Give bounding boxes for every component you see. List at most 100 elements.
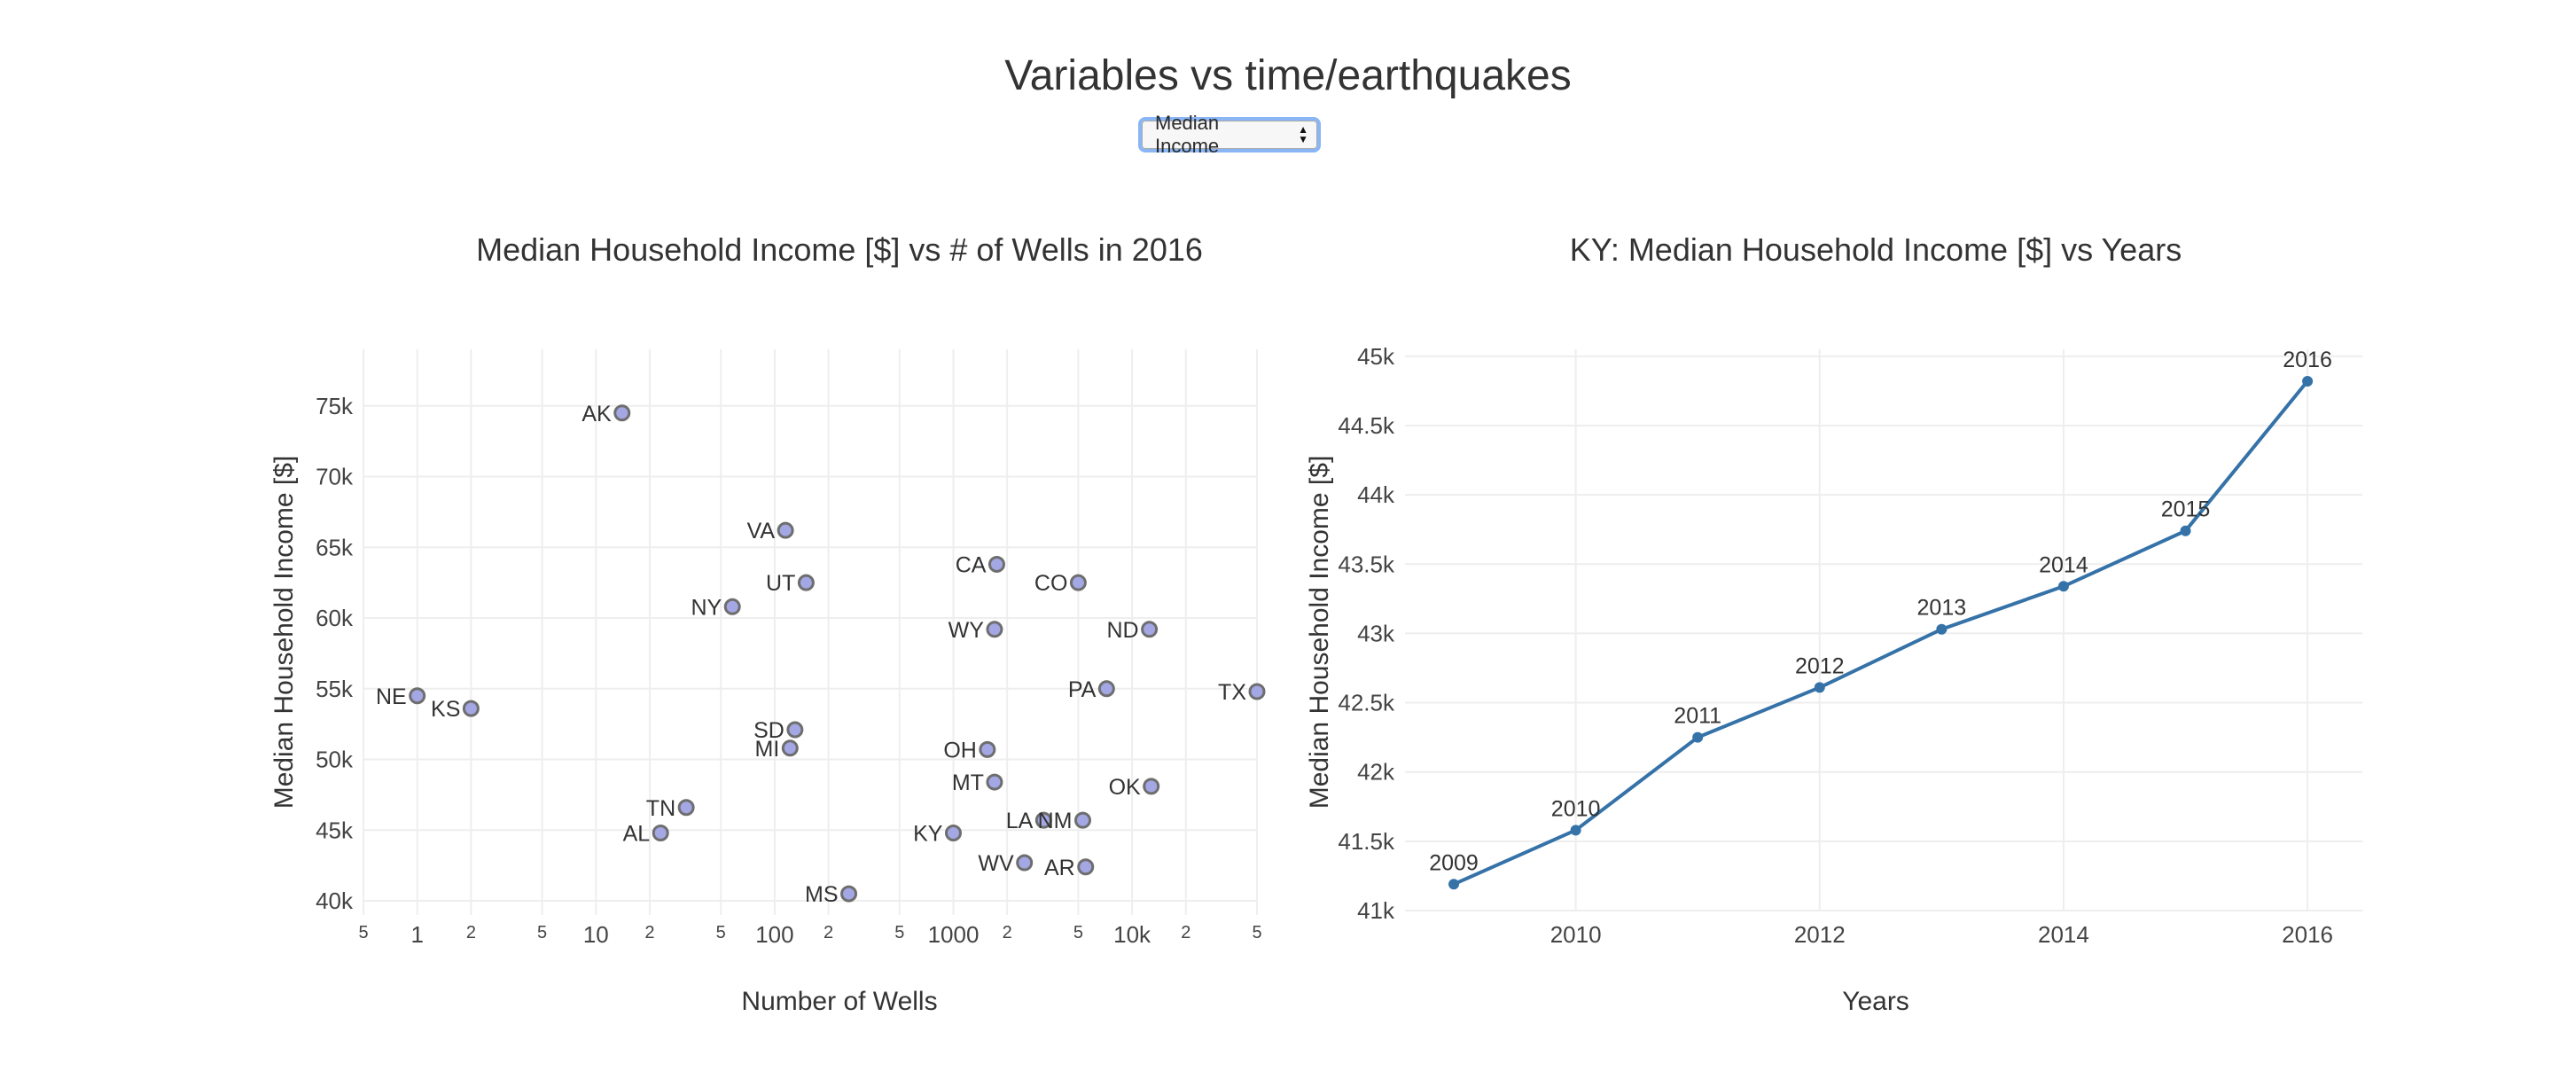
scatter-point — [979, 740, 996, 758]
scatter-point — [723, 598, 741, 615]
scatter-x-minor-tick-label: 2 — [466, 923, 476, 942]
scatter-y-axis-title: Median Household Income [$] — [269, 456, 299, 809]
scatter-grid — [363, 349, 1258, 915]
scatter-y-tick-label: 65k — [316, 534, 354, 560]
scatter-point-label: VA — [747, 519, 776, 544]
scatter-point-label: WV — [978, 851, 1014, 876]
scatter-point — [652, 824, 669, 841]
scatter-y-tick-label: 55k — [316, 676, 354, 702]
scatter-point-label: MI — [755, 737, 780, 762]
scatter-point-label: TN — [646, 796, 675, 821]
scatter-point-label: AL — [623, 821, 651, 846]
line-point — [2057, 581, 2069, 592]
scatter-point-label: KY — [913, 821, 943, 846]
line-point-label: 2012 — [1795, 653, 1845, 678]
scatter-y-tick-label: 50k — [316, 747, 354, 773]
line-x-tick-label: 2014 — [2038, 921, 2089, 948]
line-y-tick-label: 43k — [1357, 620, 1395, 646]
scatter-point — [944, 824, 962, 841]
scatter-point-label: NY — [691, 595, 722, 620]
scatter-point-label: PA — [1068, 677, 1097, 702]
scatter-point-label: WY — [948, 618, 985, 643]
scatter-x-minor-tick-label: 5 — [716, 923, 726, 942]
line-x-tick-label: 2010 — [1550, 921, 1602, 948]
scatter-x-minor-tick-label: 5 — [358, 923, 368, 942]
scatter-point — [1034, 811, 1052, 829]
scatter-point — [786, 721, 804, 739]
line-y-tick-label: 41k — [1357, 897, 1395, 924]
line-x-tick-label: 2016 — [2282, 921, 2333, 948]
line-grid — [1405, 349, 2362, 911]
scatter-x-minor-tick-label: 5 — [537, 923, 547, 942]
scatter-y-tick-label: 60k — [316, 605, 354, 631]
scatter-point — [986, 773, 1003, 791]
scatter-point-label: AK — [582, 402, 612, 426]
line-series-path — [1453, 379, 2309, 887]
scatter-point — [797, 574, 815, 591]
line-point — [1570, 825, 1581, 836]
line-point-label: 2014 — [2039, 552, 2088, 577]
line-point-label: 2010 — [1551, 796, 1601, 821]
scatter-point-label: NM — [1038, 809, 1073, 833]
scatter-point-label: MS — [805, 882, 839, 907]
line-y-tick-label: 44k — [1357, 481, 1395, 508]
scatter-point — [1143, 778, 1160, 795]
scatter-point-label: ND — [1107, 618, 1139, 643]
scatter-point-label: TX — [1218, 680, 1246, 705]
scatter-y-tick-label: 70k — [316, 464, 354, 490]
line-y-tick-label: 42k — [1357, 759, 1395, 786]
scatter-point — [1097, 680, 1115, 698]
line-series: 2009 2010 2011 2012 2013 2014 2015 2016 — [1429, 348, 2332, 890]
line-axes: 2010 2012 2014 2016 41k 41.5k 42k 42.5k 43k 43.5k… — [1338, 343, 2333, 948]
line-y-tick-label: 42.5k — [1338, 690, 1395, 716]
scatter-y-tick-label: 40k — [316, 888, 354, 914]
scatter-point-label: MT — [952, 770, 984, 795]
scatter-point — [1077, 858, 1095, 876]
line-point-label: 2016 — [2283, 348, 2332, 372]
line-point — [2180, 525, 2191, 536]
scatter-point — [613, 404, 631, 422]
dropdown-arrows-icon: ▲ ▼ — [1298, 123, 1308, 145]
scatter-x-minor-tick-label: 2 — [1181, 923, 1190, 942]
scatter-x-tick-label: 10k — [1113, 921, 1151, 948]
scatter-point-label: CO — [1034, 571, 1068, 596]
line-point — [1692, 731, 1704, 743]
scatter-point — [1141, 621, 1159, 638]
scatter-point — [462, 700, 480, 717]
scatter-point — [987, 555, 1005, 573]
scatter-point-label: OK — [1109, 775, 1141, 800]
scatter-point-label: KS — [431, 697, 460, 722]
scatter-x-minor-tick-label: 5 — [1252, 923, 1261, 942]
scatter-point — [677, 799, 695, 817]
scatter-point — [840, 885, 858, 903]
line-point-label: 2011 — [1674, 704, 1721, 729]
scatter-x-minor-tick-label: 5 — [1073, 923, 1083, 942]
scatter-point — [1016, 854, 1034, 872]
scatter-point — [1069, 574, 1087, 591]
line-chart: KY: Median Household Income [$] vs Years… — [1305, 231, 2362, 1016]
line-y-tick-label: 44.5k — [1338, 412, 1395, 439]
line-chart-title: KY: Median Household Income [$] vs Years — [1570, 231, 2182, 268]
line-y-tick-label: 43.5k — [1338, 551, 1395, 577]
scatter-x-minor-tick-label: 2 — [1003, 923, 1012, 942]
scatter-point-label: LA — [1006, 809, 1034, 833]
scatter-point — [777, 521, 794, 539]
line-x-axis-title: Years — [1842, 987, 1909, 1016]
line-point-label: 2009 — [1429, 850, 1479, 875]
scatter-x-minor-tick-label: 2 — [824, 923, 833, 942]
line-point — [1936, 623, 1948, 635]
scatter-point-label: OH — [943, 738, 977, 762]
line-x-tick-label: 2012 — [1794, 921, 1846, 948]
scatter-point — [1248, 683, 1266, 700]
scatter-x-tick-label: 1 — [410, 921, 423, 948]
scatter-point — [1074, 811, 1092, 829]
scatter-x-minor-tick-label: 2 — [644, 923, 654, 942]
scatter-chart-title: Median Household Income [$] vs # of Well… — [476, 231, 1203, 268]
scatter-chart: Median Household Income [$] vs # of Well… — [269, 231, 1266, 1016]
line-y-tick-label: 41.5k — [1338, 828, 1395, 855]
scatter-x-tick-label: 10 — [583, 921, 609, 948]
line-point — [1814, 682, 1825, 693]
scatter-x-tick-label: 100 — [755, 921, 793, 948]
